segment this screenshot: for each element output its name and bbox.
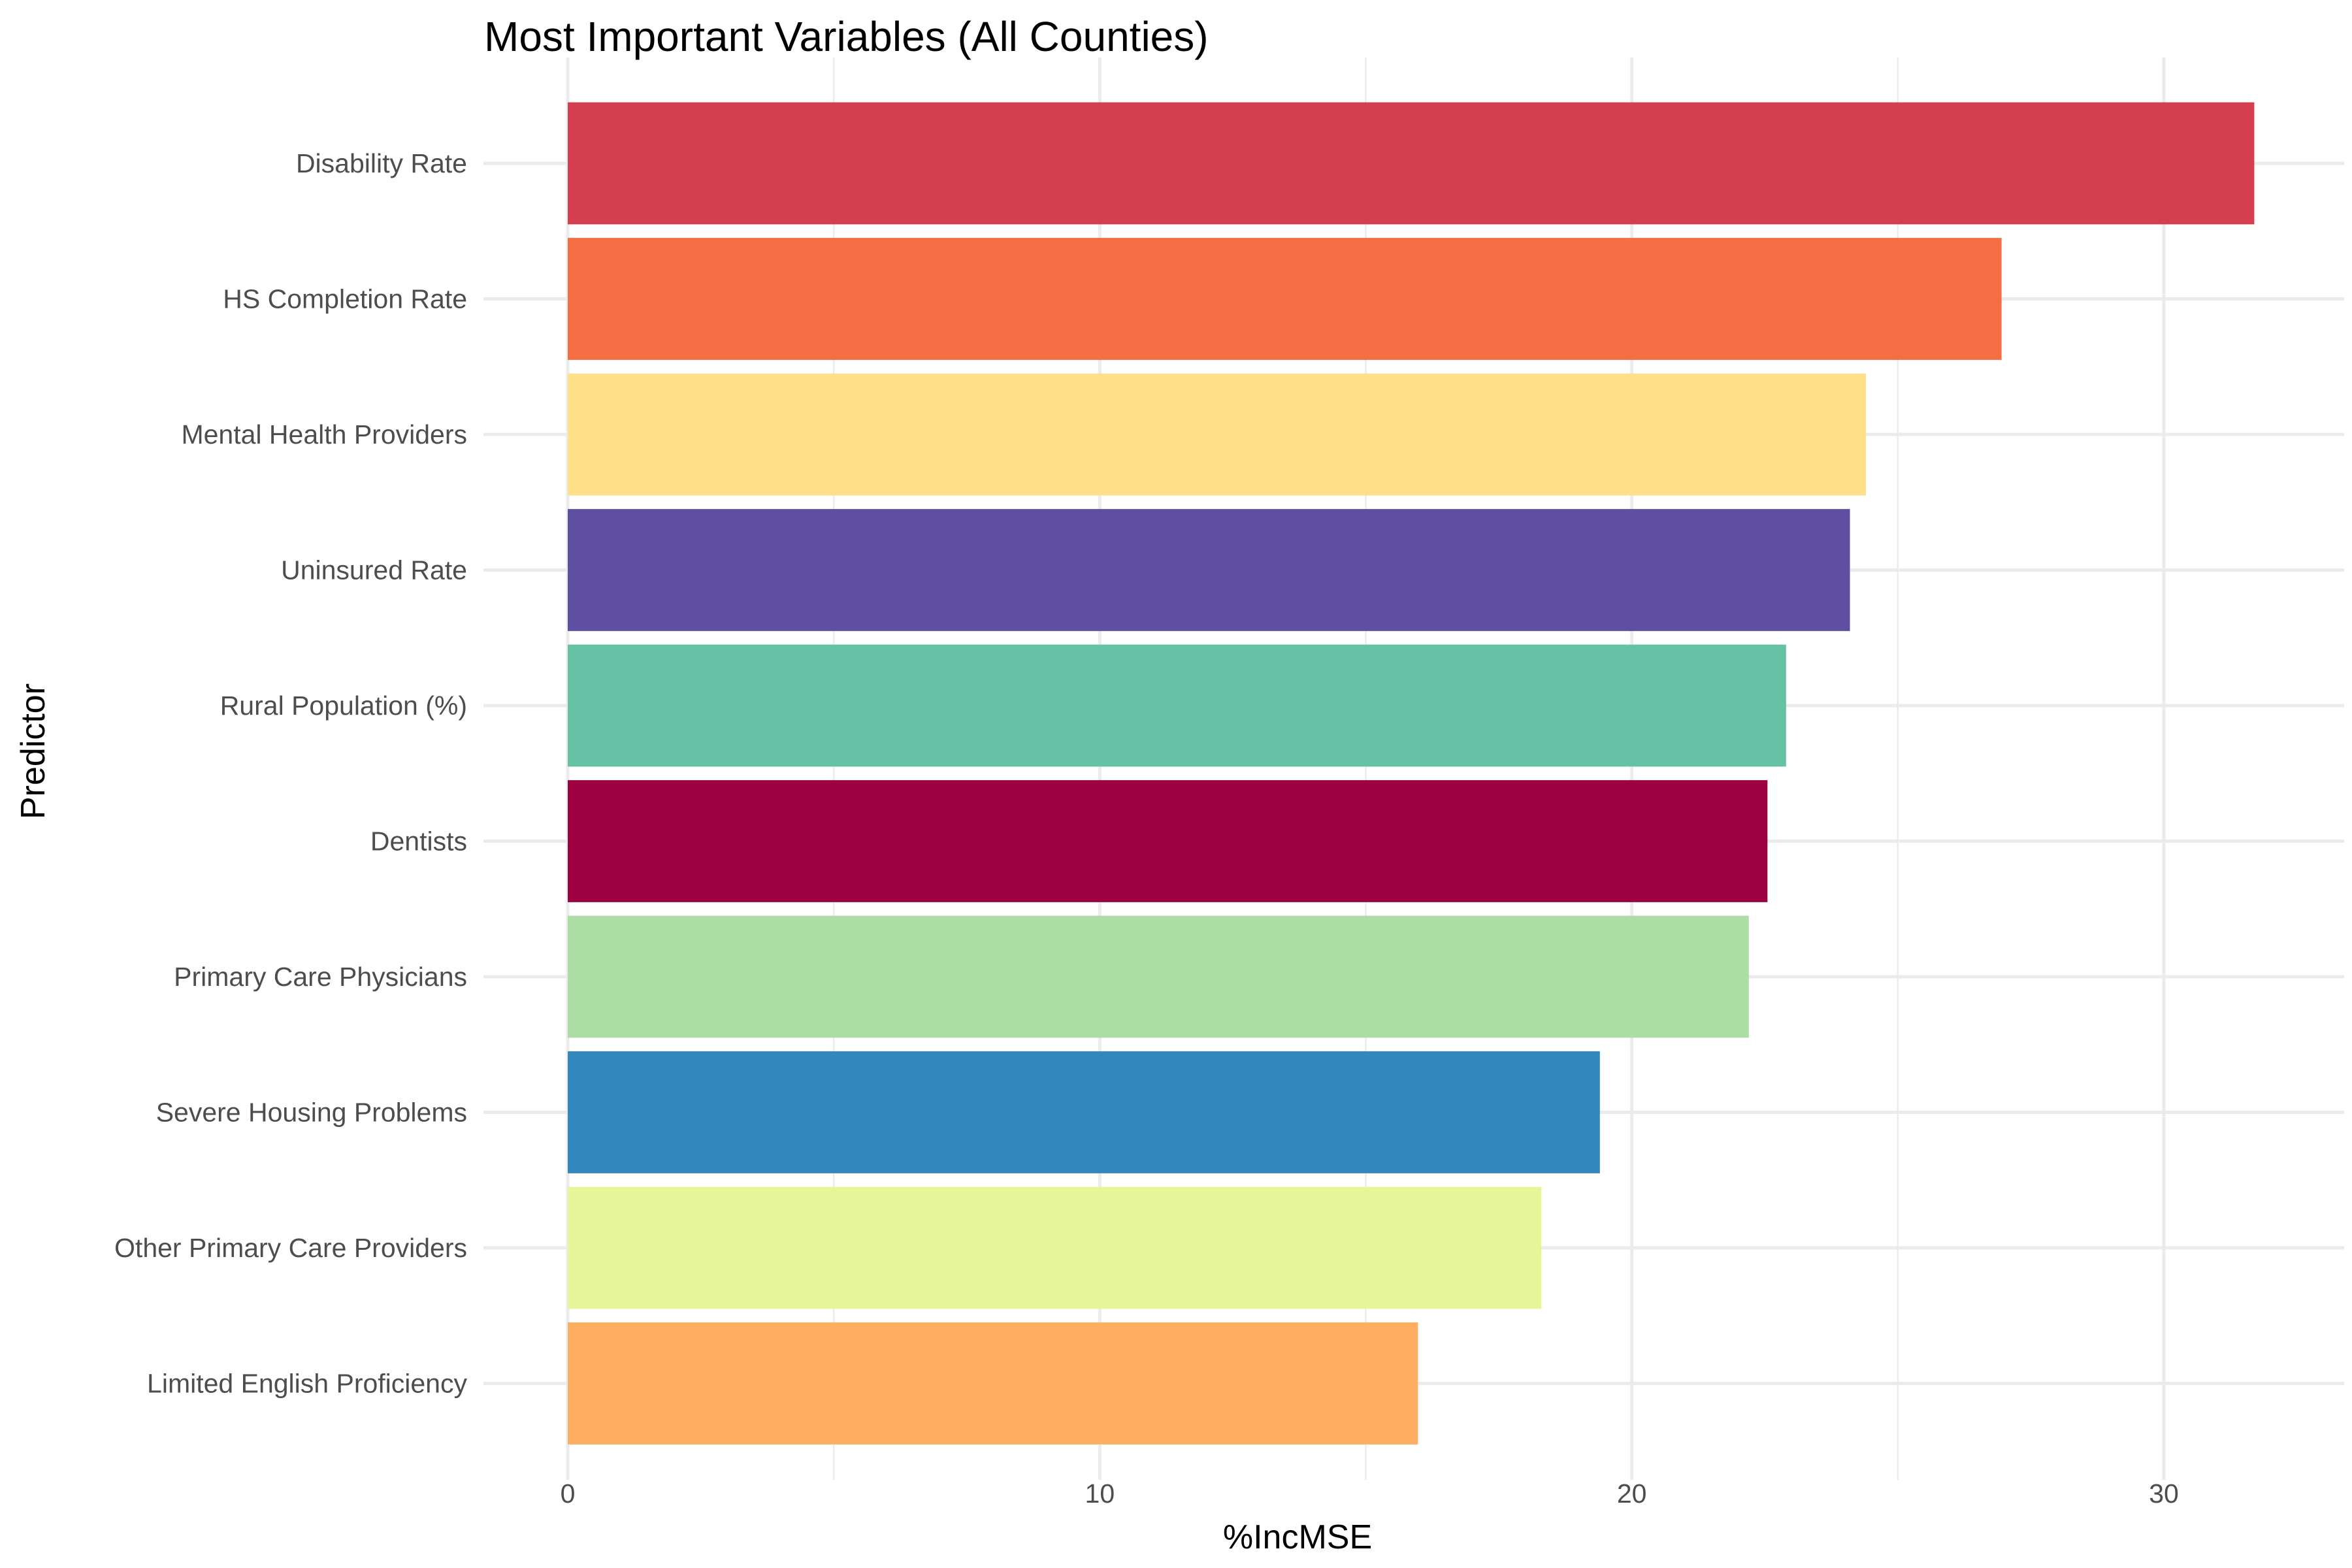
- bar-other-primary-care-providers: [568, 1186, 1542, 1309]
- bar-uninsured-rate: [568, 509, 1850, 631]
- bar-dentists: [568, 780, 1768, 902]
- bar-limited-english-proficiency: [568, 1322, 1418, 1445]
- x-tick-labels: 0 10 20 30: [561, 1478, 2179, 1509]
- y-tick-label: Limited English Proficiency: [147, 1369, 467, 1399]
- x-tick-label: 10: [1085, 1478, 1115, 1509]
- y-axis-title: Predictor: [14, 683, 52, 819]
- x-tick-label: 30: [2149, 1478, 2179, 1509]
- bar-disability-rate: [568, 102, 2255, 225]
- x-tick-label: 20: [1617, 1478, 1647, 1509]
- y-tick-label: Disability Rate: [296, 148, 467, 178]
- y-tick-label: Dentists: [370, 826, 467, 857]
- x-axis-title: %IncMSE: [1223, 1518, 1372, 1556]
- y-tick-label: Other Primary Care Providers: [114, 1233, 467, 1263]
- y-tick-label: Mental Health Providers: [181, 419, 467, 449]
- y-tick-labels: Disability Rate HS Completion Rate Mental …: [114, 148, 467, 1399]
- y-tick-label: Severe Housing Problems: [156, 1098, 467, 1128]
- bar-rural-population: [568, 644, 1786, 767]
- bar-hs-completion-rate: [568, 238, 2002, 360]
- bar-primary-care-physicians: [568, 915, 1749, 1038]
- bars: [568, 102, 2255, 1445]
- chart-title: Most Important Variables (All Counties): [484, 13, 1209, 60]
- bar-severe-housing-problems: [568, 1051, 1600, 1173]
- y-tick-label: HS Completion Rate: [223, 284, 467, 314]
- y-tick-label: Rural Population (%): [220, 691, 467, 721]
- bar-mental-health-providers: [568, 373, 1866, 496]
- y-tick-label: Uninsured Rate: [281, 555, 467, 585]
- x-tick-label: 0: [561, 1478, 576, 1509]
- y-tick-label: Primary Care Physicians: [174, 962, 467, 992]
